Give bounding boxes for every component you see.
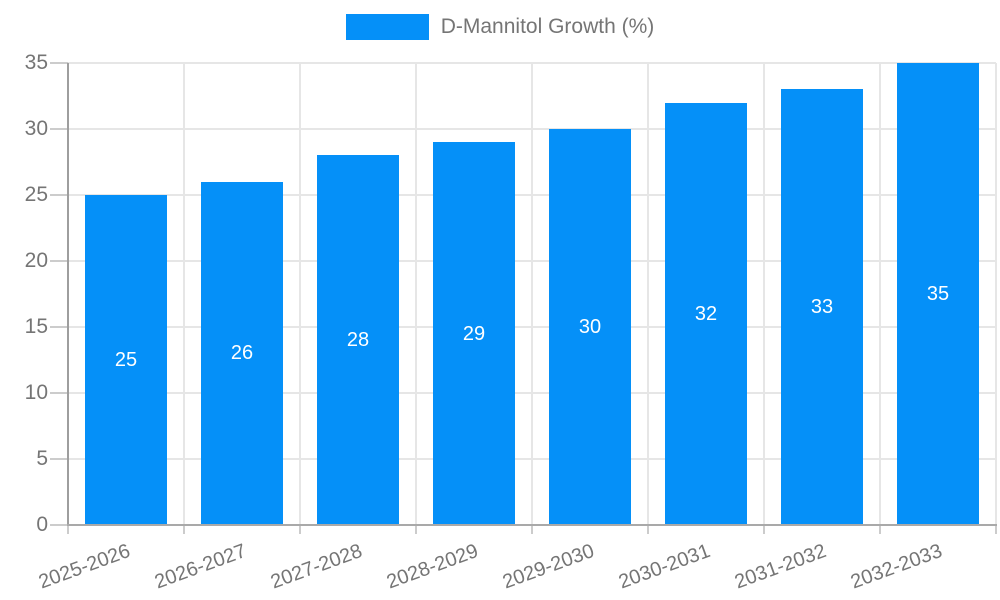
y-tick-mark	[50, 260, 68, 262]
x-tick-mark	[299, 525, 301, 534]
bar[interactable]	[781, 89, 863, 525]
x-gridline	[763, 63, 765, 525]
y-axis-tick-label: 5	[36, 447, 48, 470]
bar-value-label: 33	[810, 296, 834, 319]
bar-value-label: 29	[462, 322, 486, 345]
x-axis-tick-label: 2031-2032	[732, 540, 830, 594]
y-tick-mark	[50, 524, 68, 526]
x-axis-tick-label: 2028-2029	[384, 540, 482, 594]
x-tick-mark	[531, 525, 533, 534]
bar-value-label: 32	[694, 302, 718, 325]
bar[interactable]	[317, 155, 399, 525]
x-tick-mark	[67, 525, 69, 534]
y-tick-mark	[50, 194, 68, 196]
x-axis-tick-label: 2029-2030	[500, 540, 598, 594]
x-tick-mark	[995, 525, 997, 534]
x-axis-tick-label: 2032-2033	[848, 540, 946, 594]
bar[interactable]	[897, 63, 979, 525]
x-gridline	[647, 63, 649, 525]
x-gridline	[995, 63, 997, 525]
x-gridline	[879, 63, 881, 525]
chart-legend[interactable]: D-Mannitol Growth (%)	[0, 14, 1000, 40]
y-tick-mark	[50, 62, 68, 64]
bar[interactable]	[549, 129, 631, 525]
y-tick-mark	[50, 392, 68, 394]
x-tick-mark	[183, 525, 185, 534]
x-tick-mark	[879, 525, 881, 534]
x-gridline	[183, 63, 185, 525]
bar-value-label: 28	[346, 329, 370, 352]
y-axis-tick-label: 0	[36, 513, 48, 536]
bar-value-label: 35	[926, 283, 950, 305]
y-axis-tick-label: 30	[24, 117, 48, 140]
bar-value-label: 26	[230, 342, 254, 365]
y-axis-tick-label: 35	[24, 51, 48, 74]
y-tick-mark	[50, 458, 68, 460]
legend-swatch-icon	[345, 14, 429, 40]
x-tick-mark	[763, 525, 765, 534]
y-axis-tick-label: 25	[24, 183, 48, 206]
y-tick-mark	[50, 128, 68, 130]
x-axis-tick-label: 2030-2031	[616, 540, 714, 594]
x-tick-mark	[415, 525, 417, 534]
x-axis-tick-label: 2027-2028	[268, 540, 366, 594]
bar[interactable]	[201, 181, 283, 525]
bar[interactable]	[85, 195, 167, 525]
x-axis-tick-label: 2025-2026	[36, 540, 134, 594]
bar-value-label: 30	[578, 316, 602, 338]
x-axis-tick-label: 2026-2027	[152, 540, 250, 594]
y-axis-line	[67, 63, 69, 525]
x-gridline	[531, 63, 533, 525]
bar[interactable]	[665, 102, 747, 525]
x-gridline	[299, 63, 301, 525]
y-axis-tick-label: 15	[24, 315, 48, 338]
x-gridline	[415, 63, 417, 525]
y-axis-tick-label: 20	[24, 249, 48, 272]
legend-label: D-Mannitol Growth (%)	[440, 15, 655, 38]
x-tick-mark	[647, 525, 649, 534]
y-tick-mark	[50, 326, 68, 328]
bar[interactable]	[433, 142, 515, 525]
bar-value-label: 25	[114, 349, 138, 371]
y-axis-tick-label: 10	[24, 381, 48, 404]
x-axis-line	[67, 524, 997, 526]
